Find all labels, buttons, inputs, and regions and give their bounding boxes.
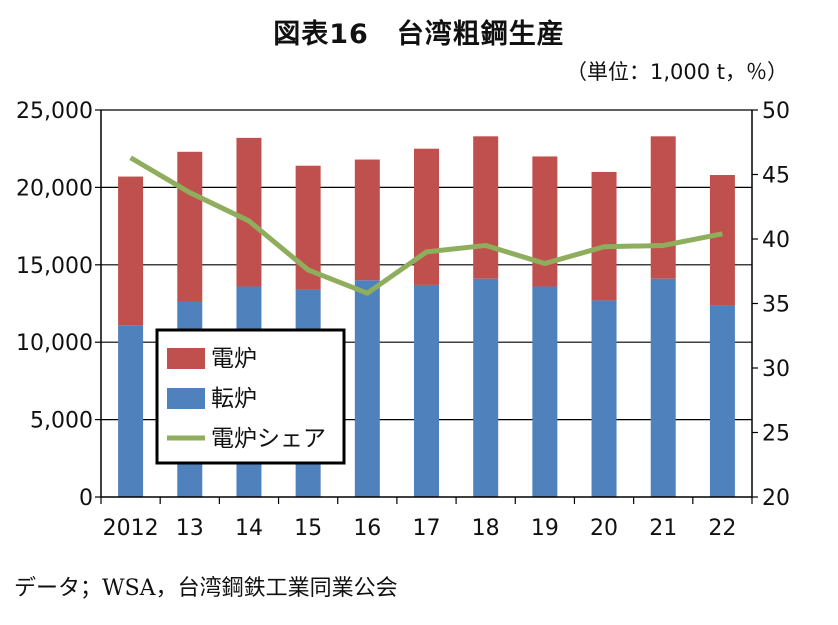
legend-label: 電炉 — [211, 346, 257, 372]
bar-electric-13 — [177, 151, 203, 302]
legend-label: 電炉シェア — [211, 426, 326, 452]
y-right-tick-label: 50 — [762, 99, 790, 124]
share-line — [129, 155, 723, 296]
bar-electric-22 — [709, 175, 735, 306]
y-left-tick-label: 0 — [79, 486, 93, 511]
source-note: データ；WSA，台湾鋼鉄工業同業公会 — [14, 576, 398, 601]
bar-electric-19 — [532, 156, 558, 287]
x-tick-label: 2012 — [103, 516, 159, 541]
bar-converter-16 — [354, 280, 380, 497]
y-right-tick-label: 40 — [762, 228, 790, 253]
y-left-tick-label: 15,000 — [16, 254, 93, 279]
bar-electric-20 — [591, 171, 617, 301]
x-tick-label: 15 — [294, 516, 322, 541]
bar-electric-18 — [473, 136, 499, 279]
bar-electric-21 — [650, 136, 676, 279]
x-tick-label: 22 — [708, 516, 736, 541]
x-tick-label: 14 — [235, 516, 263, 541]
bar-converter-19 — [532, 286, 558, 497]
x-tick-label: 16 — [353, 516, 381, 541]
x-tick-label: 18 — [472, 516, 500, 541]
axes — [95, 109, 758, 504]
bar-converter-2012 — [118, 325, 144, 497]
y-right-tick-label: 45 — [762, 164, 790, 189]
y-left-tick-label: 25,000 — [16, 99, 93, 124]
bar-converter-21 — [650, 278, 676, 497]
bar-converter-20 — [591, 300, 617, 497]
bar-converter-18 — [473, 278, 499, 497]
y-right-tick-label: 30 — [762, 357, 790, 382]
legend-swatch — [167, 388, 205, 409]
bar-electric-16 — [354, 159, 380, 281]
unit-label: （単位：1,000 t，％） — [565, 60, 788, 84]
bar-converter-17 — [414, 284, 439, 497]
y-left-tick-label: 20,000 — [16, 176, 93, 201]
bar-electric-14 — [236, 137, 262, 287]
y-right-tick-label: 25 — [762, 422, 790, 447]
legend-label: 転炉 — [211, 386, 257, 412]
y-right-tick-label: 35 — [762, 293, 790, 318]
legend-swatch — [167, 348, 205, 369]
x-tick-label: 17 — [413, 516, 441, 541]
tick-labels: 0 5,000 10,000 15,000 20,000 25,000 20 25 30 35 40… — [16, 99, 790, 541]
y-left-tick-label: 5,000 — [30, 409, 93, 434]
bar-electric-2012 — [118, 176, 144, 326]
y-left-tick-label: 10,000 — [16, 331, 93, 356]
x-tick-label: 20 — [590, 516, 618, 541]
x-tick-label: 13 — [176, 516, 204, 541]
bar-electric-17 — [414, 148, 439, 285]
chart-title: 図表16 台湾粗鋼生産 — [273, 19, 565, 50]
x-tick-label: 19 — [531, 516, 559, 541]
bar-converter-22 — [709, 305, 735, 497]
x-tick-label: 21 — [649, 516, 677, 541]
y-right-tick-label: 20 — [762, 486, 790, 511]
